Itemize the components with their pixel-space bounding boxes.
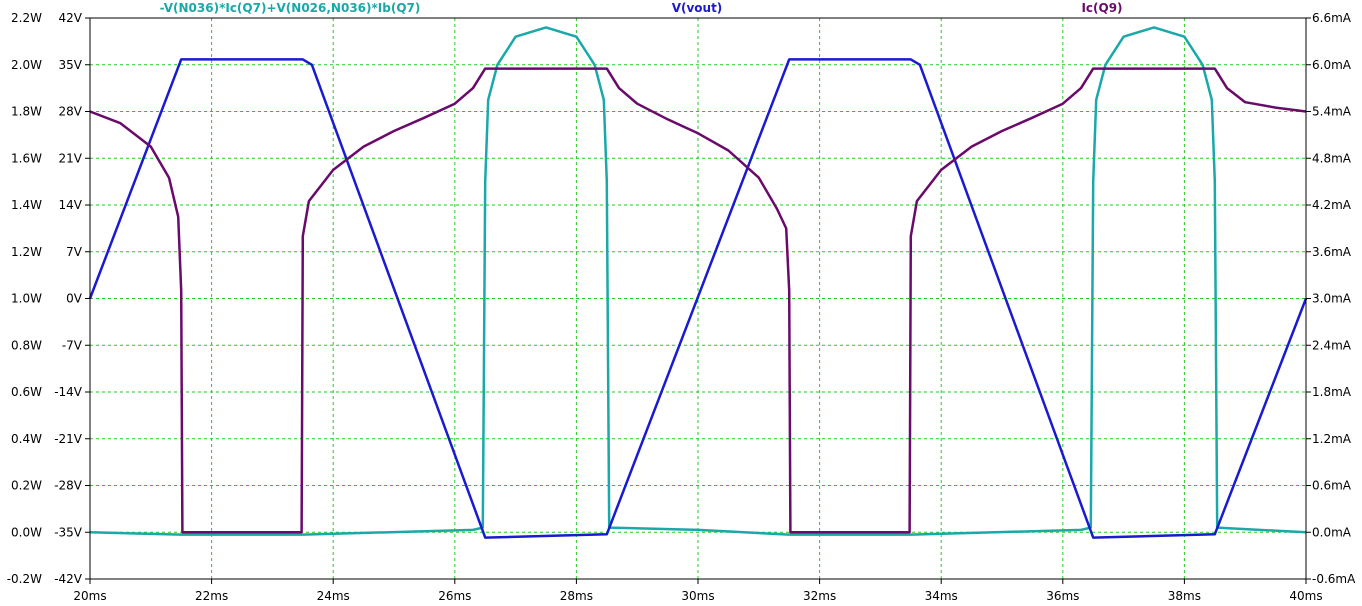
current-axis-tick-label: 4.8mA (1312, 151, 1352, 165)
power-axis-tick-label: 1.8W (11, 105, 42, 119)
x-tick-label: 34ms (925, 589, 958, 603)
power-axis-tick-label: 2.0W (11, 58, 42, 72)
voltage-axis-tick-label: 0V (66, 292, 83, 306)
voltage-axis-tick-label: 21V (59, 151, 83, 165)
voltage-axis-tick-label: 28V (59, 105, 83, 119)
x-tick-label: 32ms (803, 589, 836, 603)
current-axis-tick-label: 6.6mA (1312, 11, 1352, 25)
current-axis-tick-label: 0.0mA (1312, 525, 1352, 539)
power-axis-tick-label: 0.6W (11, 385, 42, 399)
voltage-axis-tick-label: 7V (66, 245, 83, 259)
x-tick-label: 22ms (195, 589, 228, 603)
x-tick-label: 20ms (73, 589, 106, 603)
x-tick-label: 28ms (560, 589, 593, 603)
power-axis-tick-label: 0.2W (11, 479, 42, 493)
current-axis-tick-label: 2.4mA (1312, 338, 1352, 352)
x-tick-label: 36ms (1046, 589, 1079, 603)
legend-icq9-series[interactable]: Ic(Q9) (1081, 1, 1122, 15)
current-axis-tick-label: 1.2mA (1312, 432, 1352, 446)
power-axis-tick-label: 1.4W (11, 198, 42, 212)
legend-vout-series[interactable]: V(vout) (672, 1, 723, 15)
voltage-axis-tick-label: -21V (54, 432, 83, 446)
current-axis-tick-label: 4.2mA (1312, 198, 1352, 212)
power-axis-tick-label: 1.2W (11, 245, 42, 259)
power-axis-tick-label: 1.6W (11, 151, 42, 165)
legend: -V(N036)*Ic(Q7)+V(N026,N036)*Ib(Q7) V(vo… (160, 1, 1123, 15)
current-axis-tick-label: -0.6mA (1312, 572, 1356, 586)
power-trace[interactable] (89, 26, 1307, 536)
voltage-axis-tick-label: -14V (54, 385, 83, 399)
series-traces (88, 26, 1308, 539)
icq9-trace[interactable] (89, 67, 1307, 534)
voltage-axis-tick-label: 42V (59, 11, 83, 25)
power-axis-tick-label: 0.0W (11, 525, 42, 539)
x-tick-label: 26ms (438, 589, 471, 603)
current-axis-tick-label: 1.8mA (1312, 385, 1352, 399)
power-axis-tick-label: 2.2W (11, 11, 42, 25)
x-tick-label: 24ms (317, 589, 350, 603)
current-axis-tick-label: 3.0mA (1312, 292, 1352, 306)
voltage-axis-tick-label: 35V (59, 58, 83, 72)
legend-power-series[interactable]: -V(N036)*Ic(Q7)+V(N026,N036)*Ib(Q7) (160, 1, 421, 15)
power-axis-tick-label: 1.0W (11, 292, 42, 306)
vout-trace[interactable] (88, 58, 1308, 539)
current-axis-tick-label: 3.6mA (1312, 245, 1352, 259)
current-axis-tick-label: 6.0mA (1312, 58, 1352, 72)
current-axis-tick-label: 0.6mA (1312, 479, 1352, 493)
power-axis-tick-label: -0.2W (7, 572, 42, 586)
tick-labels: 20ms 22ms 24ms 26ms 28ms 30ms 32ms 34ms 36ms 38ms… (7, 11, 1356, 603)
power-axis-tick-label: 0.8W (11, 338, 42, 352)
current-axis-tick-label: 5.4mA (1312, 105, 1352, 119)
x-tick-label: 38ms (1168, 589, 1201, 603)
voltage-axis-tick-label: 14V (59, 198, 83, 212)
power-axis-tick-label: 0.4W (11, 432, 42, 446)
voltage-axis-tick-label: -7V (62, 338, 83, 352)
x-tick-label: 30ms (681, 589, 714, 603)
x-tick-label: 40ms (1289, 589, 1322, 603)
voltage-axis-tick-label: -28V (54, 479, 83, 493)
voltage-axis-tick-label: -42V (54, 572, 83, 586)
voltage-axis-tick-label: -35V (54, 525, 83, 539)
